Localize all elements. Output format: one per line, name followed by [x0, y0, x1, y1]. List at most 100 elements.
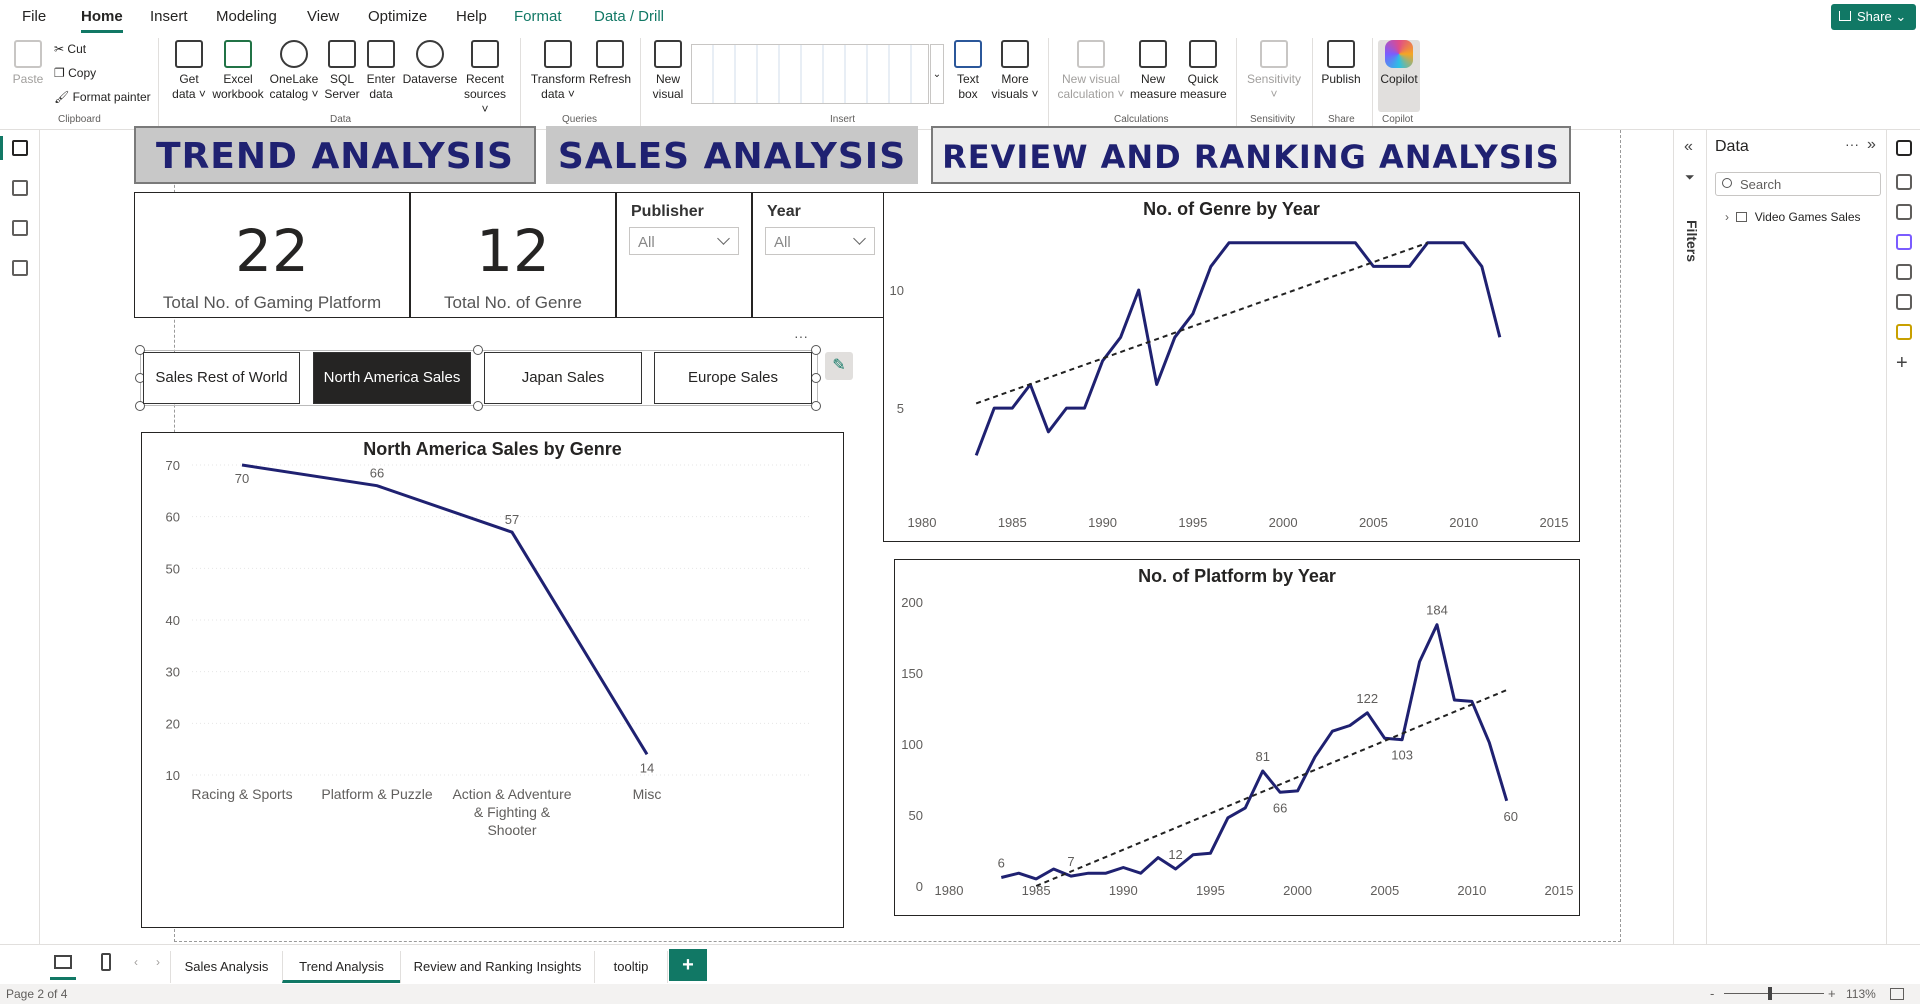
- refresh-button[interactable]: Refresh: [588, 40, 632, 87]
- resize-handle[interactable]: [473, 401, 483, 411]
- dax-query-view-icon[interactable]: [12, 260, 28, 276]
- format-painter-button[interactable]: 🖌 Format painter: [54, 90, 151, 104]
- resize-handle[interactable]: [135, 345, 145, 355]
- copilot-button[interactable]: Copilot: [1378, 40, 1420, 112]
- page-tab-tooltip[interactable]: tooltip: [594, 951, 668, 983]
- share-button[interactable]: Share ⌄: [1831, 4, 1916, 30]
- tab-file[interactable]: File: [22, 8, 47, 25]
- x-tick-label: 2015: [1540, 515, 1569, 530]
- tab-data-drill[interactable]: Data / Drill: [594, 8, 665, 25]
- page-tab-review-ranking[interactable]: Review and Ranking Insights: [400, 951, 594, 983]
- sql-label-1: SQL: [329, 72, 354, 86]
- menu-bar: File Home Insert Modeling View Optimize …: [0, 0, 1920, 34]
- visuals-gallery[interactable]: [691, 44, 929, 104]
- sql-server-button[interactable]: SQL Server: [322, 40, 362, 102]
- nav-sales-analysis-button[interactable]: SALES ANALYSIS: [546, 126, 918, 184]
- zoom-level[interactable]: 113%: [1846, 987, 1876, 1001]
- page-tab-sales-analysis[interactable]: Sales Analysis: [170, 951, 282, 983]
- report-view-icon[interactable]: [12, 140, 28, 156]
- share-icon: [1839, 11, 1851, 21]
- tab-optimize[interactable]: Optimize: [368, 8, 428, 25]
- scroll-left-icon[interactable]: ‹: [134, 955, 138, 969]
- add-page-button[interactable]: +: [669, 949, 707, 981]
- get-data-button[interactable]: Get data ˅: [166, 40, 212, 102]
- fit-to-page-icon[interactable]: [1890, 988, 1904, 1000]
- resize-handle[interactable]: [811, 345, 821, 355]
- sensitivity-button[interactable]: Sensitivity ˅: [1242, 40, 1306, 102]
- segment-europe-sales[interactable]: Europe Sales: [654, 352, 812, 404]
- selection-pane-icon[interactable]: [1896, 264, 1912, 280]
- data-label: 7: [1067, 854, 1074, 869]
- dataverse-label: Dataverse: [402, 72, 458, 86]
- more-visuals-button[interactable]: More visuals ˅: [990, 40, 1040, 102]
- onelake-catalog-button[interactable]: OneLake catalog ˅: [266, 40, 322, 102]
- zoom-slider[interactable]: [1724, 987, 1824, 1000]
- page-tab-trend-analysis[interactable]: Trend Analysis: [282, 951, 400, 983]
- resize-handle[interactable]: [811, 401, 821, 411]
- tab-home[interactable]: Home: [81, 8, 123, 33]
- filters-pane-collapsed[interactable]: « ⏷ Filters: [1673, 130, 1706, 944]
- segment-north-america-sales[interactable]: North America Sales: [313, 352, 471, 404]
- resize-handle[interactable]: [473, 345, 483, 355]
- dataverse-button[interactable]: Dataverse: [400, 40, 460, 87]
- publish-button[interactable]: Publish: [1318, 40, 1364, 87]
- excel-workbook-button[interactable]: Excel workbook: [212, 40, 264, 102]
- format-pane-icon[interactable]: [1896, 174, 1912, 190]
- segment-sales-rest-of-world[interactable]: Sales Rest of World: [143, 352, 300, 404]
- nav-trend-analysis-button[interactable]: TREND ANALYSIS: [134, 126, 536, 184]
- copy-icon: ❐: [54, 66, 65, 80]
- gallery-expand-icon[interactable]: ⌄: [930, 44, 944, 104]
- enter-data-button[interactable]: Enter data: [362, 40, 400, 102]
- more-options-icon[interactable]: ···: [794, 328, 808, 344]
- dataverse-icon: [416, 40, 444, 68]
- sync-slicers-icon[interactable]: [1896, 324, 1912, 340]
- model-view-icon[interactable]: [12, 220, 28, 236]
- tab-view[interactable]: View: [307, 8, 340, 25]
- publisher-dropdown[interactable]: All: [629, 227, 739, 255]
- recent-sources-button[interactable]: Recent sources ˅: [460, 40, 510, 117]
- year-dropdown[interactable]: All: [765, 227, 875, 255]
- new-measure-button[interactable]: New measure: [1130, 40, 1177, 102]
- desktop-layout-icon[interactable]: [54, 955, 72, 969]
- sensitivity-label-2: ˅: [1270, 87, 1278, 101]
- tab-modeling[interactable]: Modeling: [216, 8, 277, 25]
- tab-insert[interactable]: Insert: [150, 8, 188, 25]
- bookmark-icon[interactable]: [1896, 294, 1912, 310]
- transform-data-button[interactable]: Transform data ˅: [528, 40, 588, 102]
- segment-japan-sales[interactable]: Japan Sales: [484, 352, 642, 404]
- x-tick-label: 1990: [1088, 515, 1117, 530]
- zoom-in-button[interactable]: +: [1828, 986, 1836, 1001]
- scroll-right-icon[interactable]: ›: [156, 955, 160, 969]
- chevron-right-icon[interactable]: »: [1867, 136, 1876, 153]
- new-visual-button[interactable]: New visual: [648, 40, 688, 102]
- kpi-card-platforms: 22 Total No. of Gaming Platform: [134, 192, 410, 318]
- add-pane-icon[interactable]: +: [1896, 352, 1908, 374]
- chart-platform-by-year: No. of Platform by Year 0 50 100 150 200 1980…: [894, 559, 1580, 916]
- cut-button[interactable]: ✂ Cut: [54, 42, 86, 56]
- tab-help[interactable]: Help: [456, 8, 487, 25]
- tab-format[interactable]: Format: [514, 8, 562, 25]
- zoom-slider-thumb[interactable]: [1768, 987, 1772, 1000]
- table-item-video-games-sales[interactable]: › Video Games Sales: [1725, 210, 1861, 224]
- mobile-layout-icon[interactable]: [101, 953, 111, 971]
- data-label: 81: [1255, 749, 1269, 764]
- table-view-icon[interactable]: [12, 180, 28, 196]
- resize-handle[interactable]: [811, 373, 821, 383]
- x-tick-label: 1985: [998, 515, 1027, 530]
- new-visual-calculation-button[interactable]: New visual calculation ˅: [1056, 40, 1126, 102]
- search-box[interactable]: Search: [1715, 172, 1881, 196]
- build-visual-icon[interactable]: [1896, 204, 1912, 220]
- x-tick-label: 2005: [1359, 515, 1388, 530]
- paste-button[interactable]: Paste: [10, 40, 46, 87]
- resize-handle[interactable]: [135, 401, 145, 411]
- copy-button[interactable]: ❐ Copy: [54, 66, 96, 80]
- more-options-icon[interactable]: ···: [1845, 136, 1859, 152]
- zoom-out-button[interactable]: -: [1710, 986, 1715, 1001]
- format-visual-icon[interactable]: ✎: [825, 352, 853, 380]
- text-box-button[interactable]: Text box: [948, 40, 988, 102]
- nav-review-ranking-button[interactable]: REVIEW AND RANKING ANALYSIS: [931, 126, 1571, 184]
- quick-measure-button[interactable]: Quick measure: [1180, 40, 1227, 102]
- chevron-left-icon[interactable]: «: [1684, 138, 1693, 155]
- copilot-pane-icon[interactable]: [1896, 234, 1912, 250]
- data-pane-icon[interactable]: [1896, 140, 1912, 156]
